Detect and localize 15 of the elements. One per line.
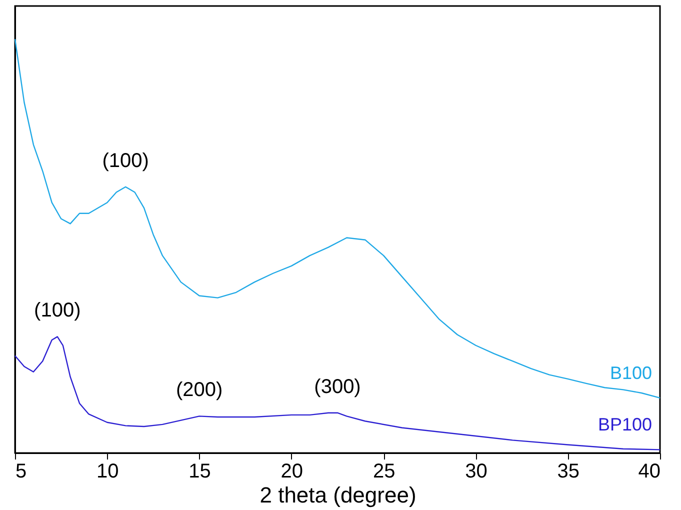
x-tick-label: 5 [16,460,27,482]
annotation: (100) [34,300,81,322]
x-tick-label: 25 [372,460,396,482]
x-axis-title: 2 theta (degree) [260,482,416,508]
annotation: (200) [176,379,223,402]
annotation: (100) [102,150,149,172]
annotation: (300) [314,376,361,398]
x-tick-label: 10 [96,460,119,482]
series-label: B100 [610,362,652,383]
x-tick-label: 40 [638,460,660,482]
series-label: BP100 [598,414,652,435]
x-tick-label: 20 [280,460,304,482]
x-tick-label: 15 [188,460,211,482]
x-tick-label: 30 [465,460,488,482]
x-tick-label: 35 [557,460,580,482]
